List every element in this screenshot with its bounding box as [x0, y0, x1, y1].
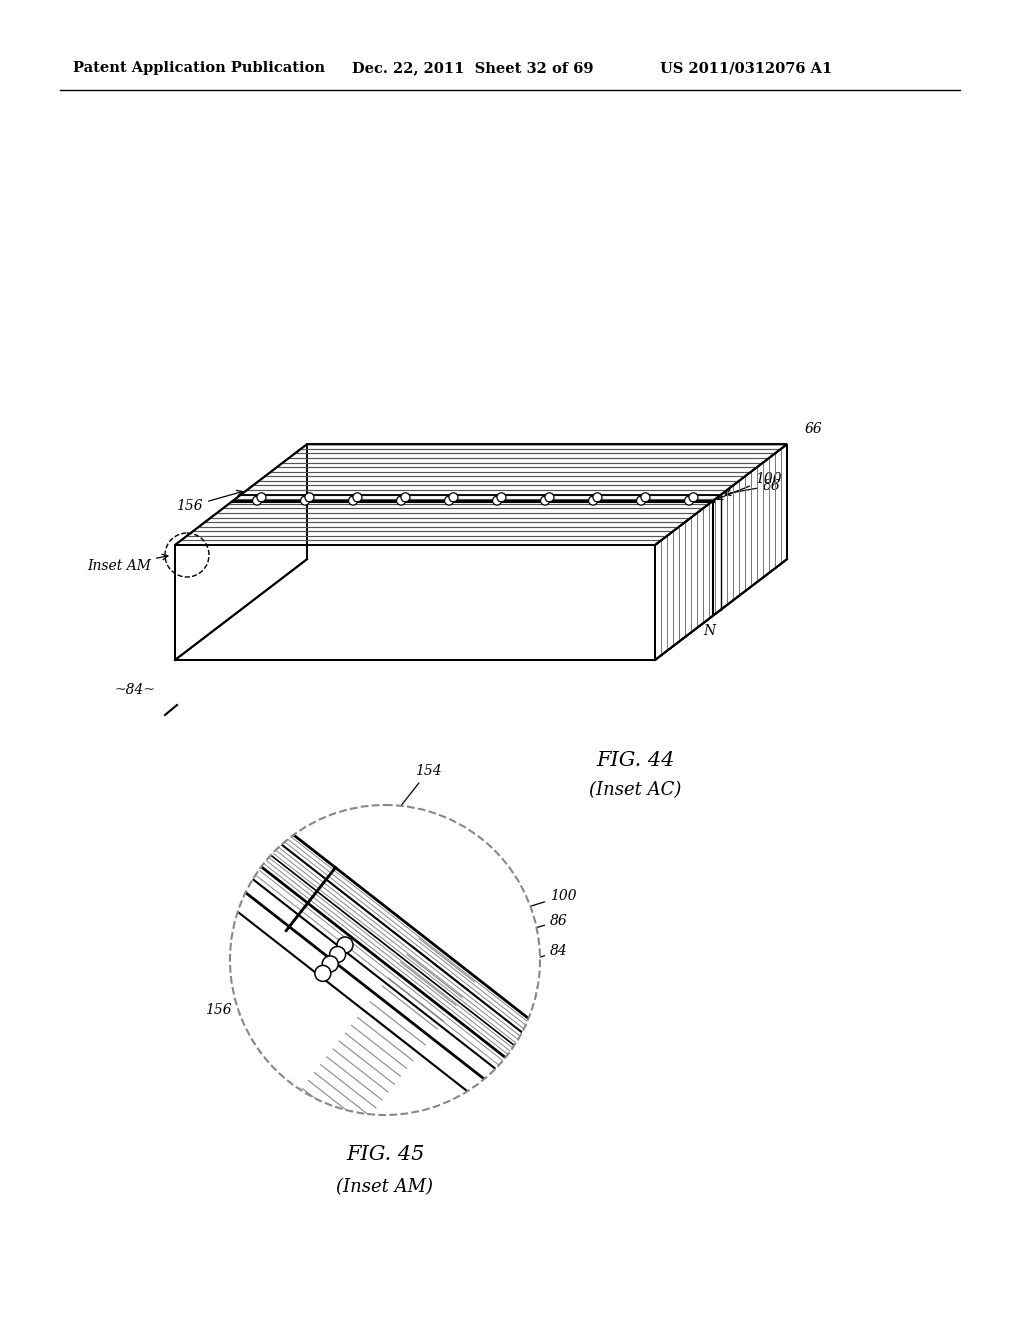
Text: 151: 151 — [345, 1023, 372, 1038]
Text: 154: 154 — [407, 484, 441, 541]
Circle shape — [353, 492, 361, 502]
Text: 152: 152 — [253, 512, 280, 527]
Text: Patent Application Publication: Patent Application Publication — [73, 61, 325, 75]
Text: 66: 66 — [805, 422, 822, 436]
Circle shape — [337, 937, 353, 953]
Circle shape — [444, 496, 454, 506]
Text: 152: 152 — [370, 928, 396, 942]
Polygon shape — [175, 545, 655, 660]
Text: N: N — [703, 623, 715, 638]
Text: Inset AM: Inset AM — [87, 554, 168, 573]
Text: US 2011/0312076 A1: US 2011/0312076 A1 — [660, 61, 833, 75]
Text: (Inset AM): (Inset AM) — [337, 1177, 433, 1196]
Text: 156: 156 — [176, 490, 243, 513]
Circle shape — [545, 492, 554, 502]
Text: 154: 154 — [368, 764, 441, 849]
Circle shape — [396, 496, 406, 506]
Text: 100: 100 — [474, 888, 577, 925]
Circle shape — [641, 492, 650, 502]
Circle shape — [449, 492, 458, 502]
Circle shape — [301, 496, 309, 506]
Text: 84: 84 — [474, 944, 567, 979]
Polygon shape — [655, 445, 787, 660]
Text: FIG. 45: FIG. 45 — [346, 1146, 424, 1164]
Circle shape — [323, 956, 338, 972]
Text: ~84~: ~84~ — [115, 682, 156, 697]
Circle shape — [330, 946, 346, 962]
Text: 86: 86 — [482, 913, 567, 945]
Circle shape — [493, 496, 502, 506]
Circle shape — [348, 496, 357, 506]
Circle shape — [589, 496, 598, 506]
Text: 156: 156 — [205, 1003, 231, 1016]
Circle shape — [637, 496, 645, 506]
Circle shape — [230, 805, 540, 1115]
Circle shape — [257, 492, 266, 502]
Text: 156: 156 — [245, 488, 274, 541]
Circle shape — [314, 965, 331, 981]
Circle shape — [593, 492, 602, 502]
Circle shape — [401, 492, 410, 502]
Text: (Inset AC): (Inset AC) — [589, 781, 681, 799]
Circle shape — [541, 496, 550, 506]
Circle shape — [689, 492, 698, 502]
Circle shape — [305, 492, 314, 502]
Text: FIG. 44: FIG. 44 — [596, 751, 674, 770]
Text: 86: 86 — [725, 479, 780, 495]
Circle shape — [685, 496, 693, 506]
Text: Dec. 22, 2011  Sheet 32 of 69: Dec. 22, 2011 Sheet 32 of 69 — [352, 61, 594, 75]
Circle shape — [253, 496, 261, 506]
Circle shape — [497, 492, 506, 502]
Text: 150: 150 — [406, 1048, 432, 1063]
Text: 100: 100 — [717, 471, 781, 500]
Polygon shape — [175, 445, 787, 545]
Text: 153: 153 — [380, 1078, 407, 1092]
Text: 150: 150 — [248, 506, 274, 520]
